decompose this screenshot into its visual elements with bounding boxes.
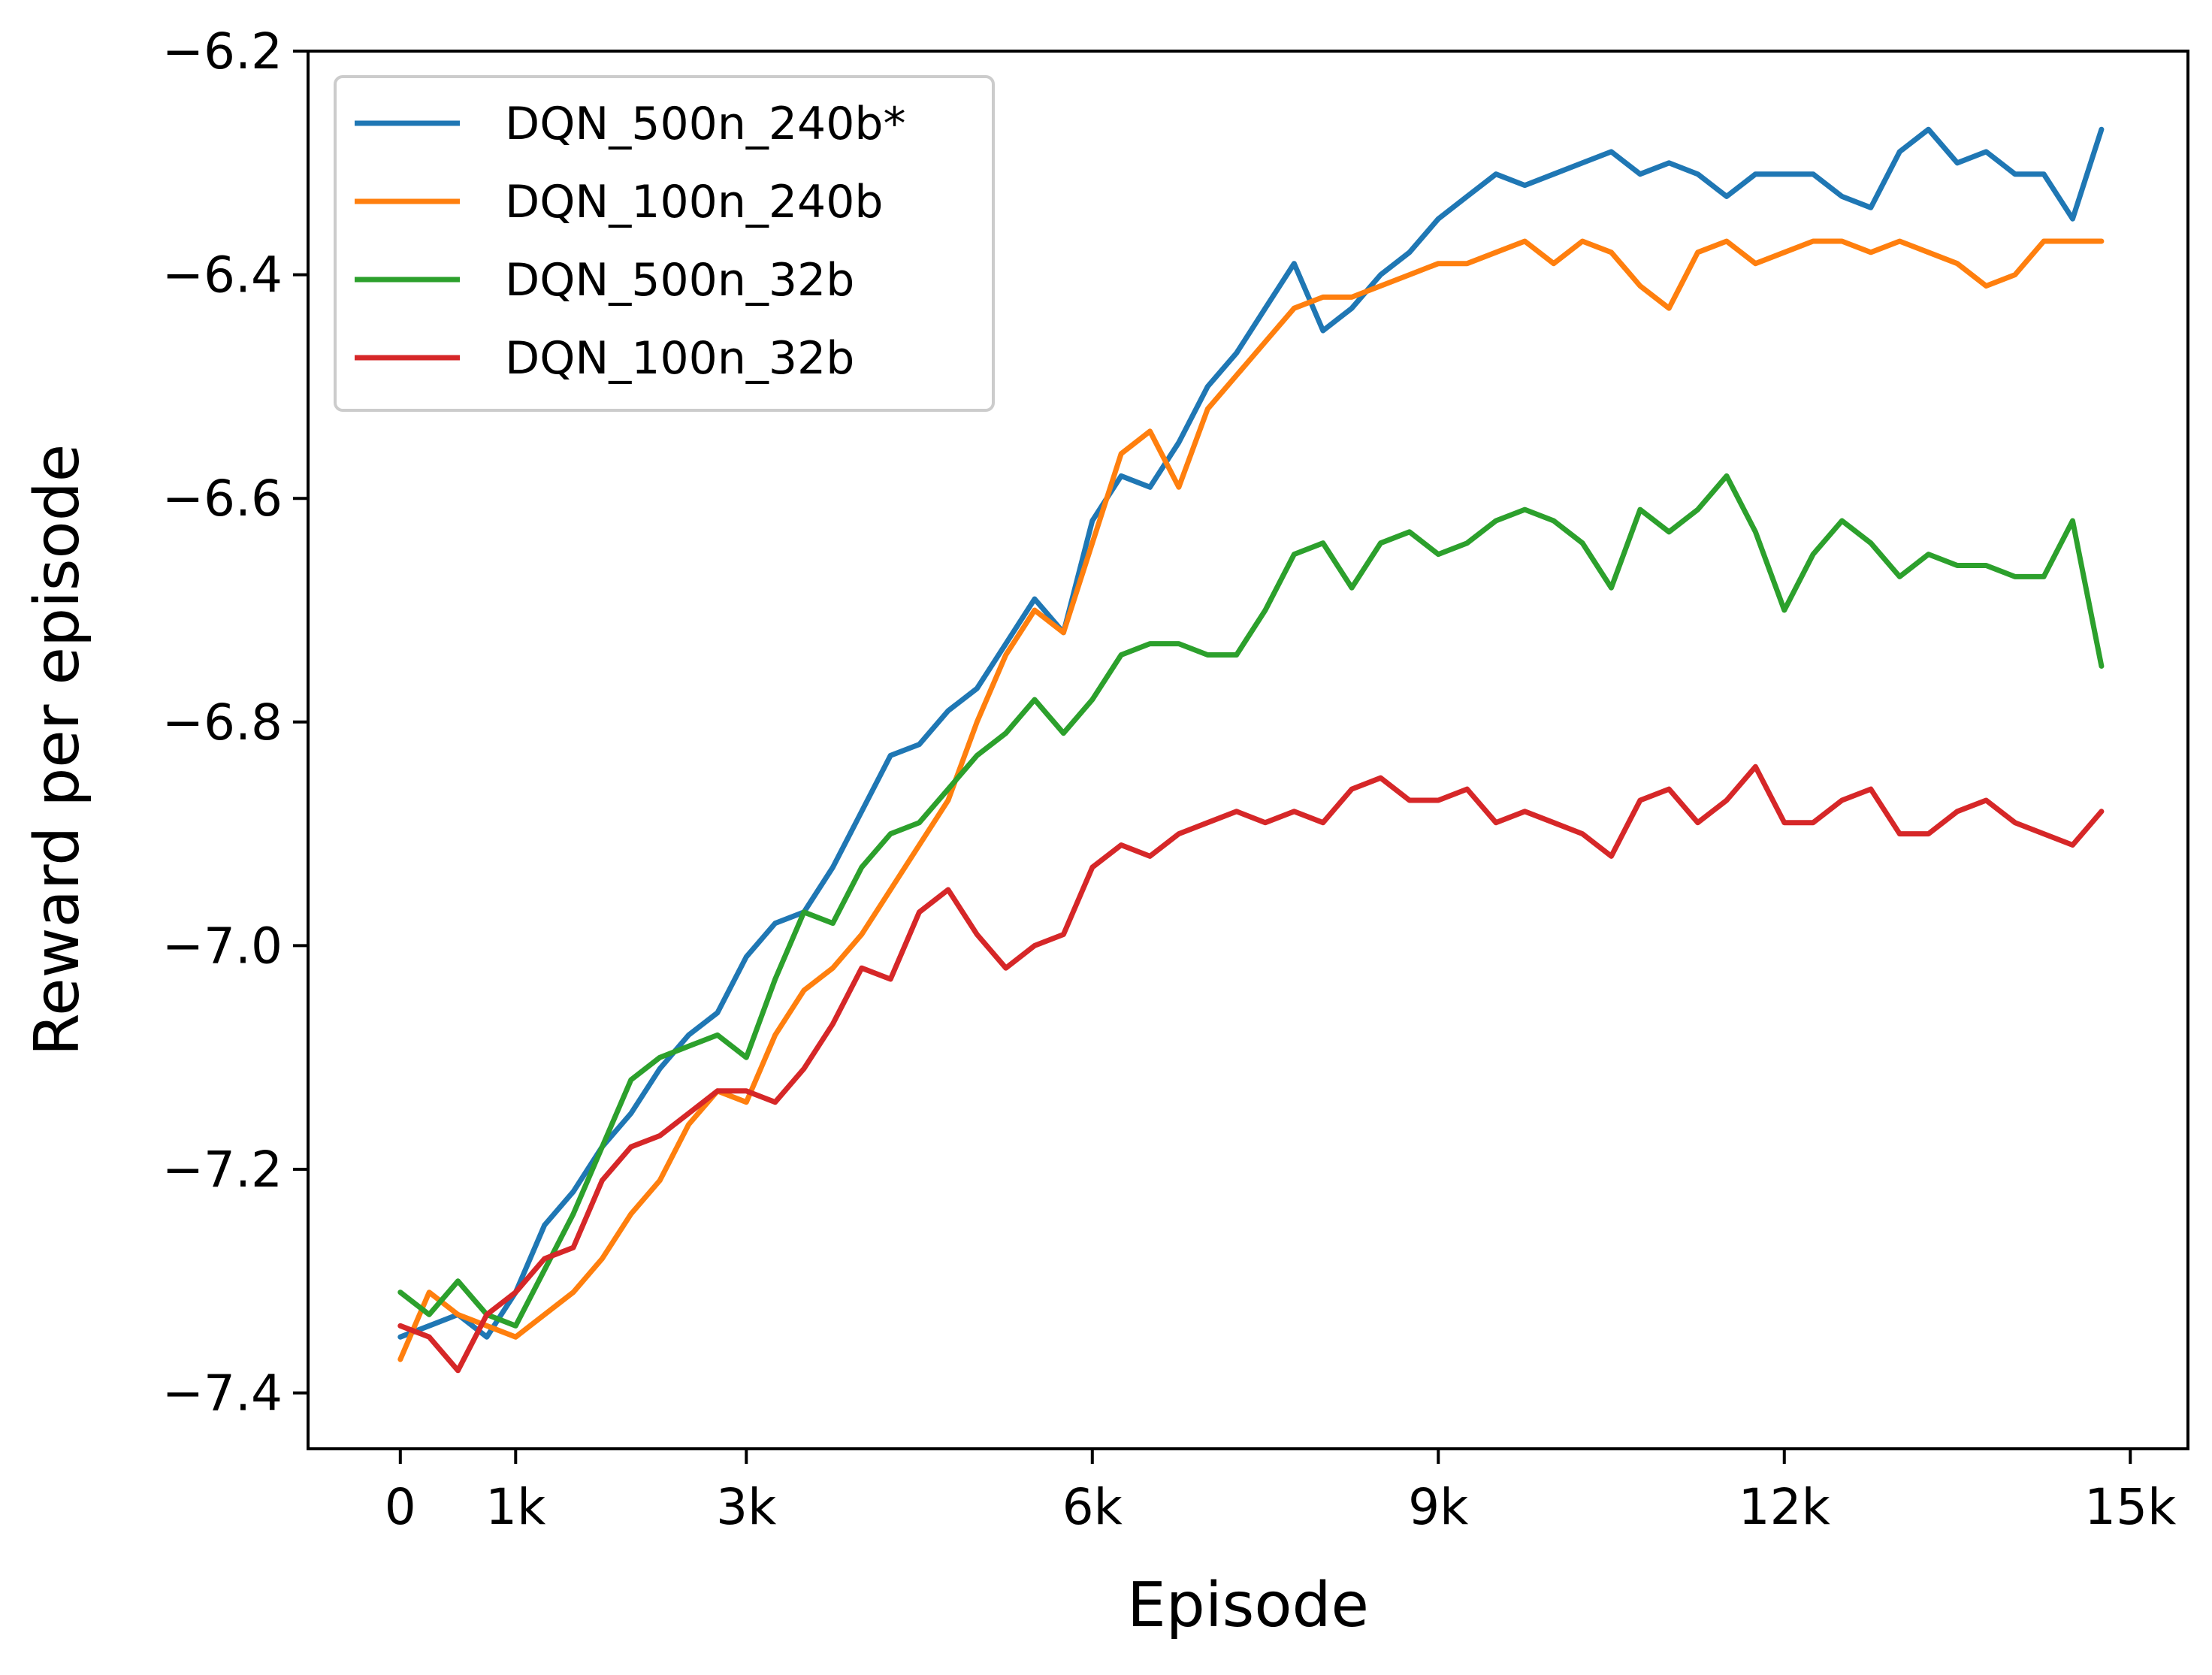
legend-label-3: DQN_100n_32b bbox=[505, 332, 854, 385]
y-tick-label: −6.4 bbox=[162, 246, 283, 304]
x-tick-label: 0 bbox=[385, 1478, 416, 1536]
series-layer bbox=[397, 126, 2105, 1374]
legend-label-1: DQN_100n_240b bbox=[505, 176, 883, 228]
y-tick-label: −6.2 bbox=[162, 23, 283, 80]
series-line-0 bbox=[397, 126, 2105, 1340]
x-tick-label: 15k bbox=[2084, 1478, 2177, 1536]
series-line-3 bbox=[397, 763, 2105, 1374]
legend-label-0: DQN_500n_240b* bbox=[505, 98, 905, 150]
y-tick-label: −6.6 bbox=[162, 470, 283, 528]
x-axis-label: Episode bbox=[1127, 1570, 1369, 1641]
x-tick-label: 6k bbox=[1062, 1478, 1123, 1536]
x-tick-label: 9k bbox=[1408, 1478, 1469, 1536]
series-line-2 bbox=[397, 473, 2105, 1329]
x-axis: 0 1k 3k 6k 9k 12k 15k bbox=[385, 1449, 2177, 1536]
legend-box bbox=[334, 75, 995, 412]
legend-label-2: DQN_500n_32b bbox=[505, 254, 854, 307]
y-tick-label: −6.8 bbox=[162, 694, 283, 751]
y-tick-label: −7.0 bbox=[162, 917, 283, 975]
legend: DQN_500n_240b* DQN_100n_240b DQN_500n_32b D… bbox=[334, 75, 995, 412]
plot-frame bbox=[307, 50, 2189, 1450]
x-tick-label: 3k bbox=[716, 1478, 777, 1536]
series-line-1 bbox=[397, 238, 2105, 1362]
x-tick-label: 12k bbox=[1739, 1478, 1831, 1536]
y-tick-label: −7.2 bbox=[162, 1141, 283, 1199]
y-axis: −7.4 −7.2 −7.0 −6.8 −6.6 −6.4 −6.2 bbox=[162, 23, 308, 1423]
y-axis-label: Reward per episode bbox=[22, 444, 93, 1056]
y-tick-label: −7.4 bbox=[162, 1365, 283, 1423]
x-tick-label: 1k bbox=[485, 1478, 546, 1536]
